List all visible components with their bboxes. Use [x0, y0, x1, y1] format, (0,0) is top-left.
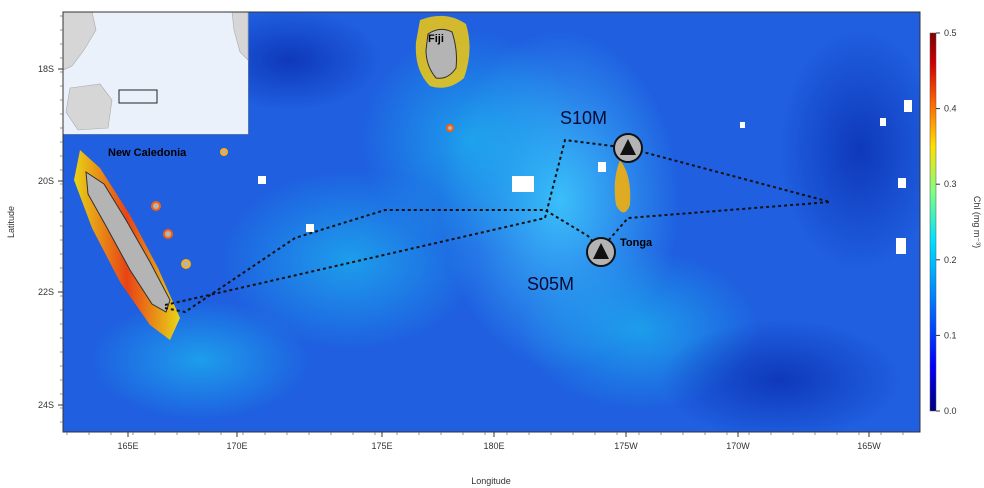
fiji-island	[425, 28, 457, 79]
inset-americas-land	[231, 12, 249, 61]
station-s05m-label: S05M	[527, 274, 574, 294]
no-data-patch	[880, 118, 886, 126]
y-axis: 18S 20S 22S 24S	[38, 15, 63, 423]
y-axis-label: Latitude	[6, 206, 16, 238]
y-tick-label: 24S	[38, 400, 54, 410]
map-frame	[62, 11, 921, 433]
cruise-track-outbound	[164, 209, 601, 314]
new-caledonia-island	[85, 171, 171, 313]
chl-patch	[220, 170, 480, 350]
colorbar-tick-label: 0.2	[944, 255, 957, 265]
inset-locator-map	[63, 12, 249, 135]
x-tick-label: 175E	[371, 441, 392, 451]
x-tick-label: 170E	[226, 441, 247, 451]
y-tick-label: 18S	[38, 64, 54, 74]
x-axis: 165E 170E 175E 180E 175W 170W 165W	[66, 432, 904, 451]
colorbar-tick-label: 0.0	[944, 406, 957, 416]
y-tick-label: 22S	[38, 287, 54, 297]
x-tick-label: 180E	[483, 441, 504, 451]
colorbar-label: Chl (mg m⁻³)	[972, 196, 982, 248]
colorbar-tick-label: 0.4	[944, 104, 957, 114]
station-s05m-marker[interactable]	[586, 237, 616, 267]
colorbar-tick-label: 0.3	[944, 179, 957, 189]
x-tick-label: 165E	[117, 441, 138, 451]
no-data-patch	[896, 238, 906, 254]
colorbar-tick-label: 0.5	[944, 28, 957, 38]
no-data-patch	[904, 100, 912, 112]
small-island	[446, 124, 454, 132]
small-island	[151, 201, 161, 211]
colorbar-ticks: 0.5 0.4 0.3 0.2 0.1 0.0	[936, 28, 957, 416]
station-s10m-label: S10M	[560, 108, 607, 128]
inset-study-area-box	[118, 89, 158, 104]
no-data-patch	[306, 224, 314, 232]
colorbar-tick-label: 0.1	[944, 330, 957, 340]
x-axis-label: Longitude	[471, 476, 511, 486]
fiji-label: Fiji	[428, 33, 444, 45]
no-data-patch	[512, 176, 534, 192]
colorbar: 0.5 0.4 0.3 0.2 0.1 0.0 Chl (mg m⁻³)	[929, 28, 982, 416]
no-data-patch	[898, 178, 906, 188]
small-island	[181, 259, 191, 269]
x-tick-label: 175W	[614, 441, 638, 451]
tonga-label: Tonga	[620, 237, 653, 249]
inset-australia-land	[65, 83, 113, 131]
chl-patch	[90, 300, 310, 420]
colorbar-ramp	[929, 32, 937, 412]
inset-asia-land	[63, 12, 97, 71]
chl-patch	[780, 30, 920, 270]
station-s10m-marker[interactable]	[613, 133, 643, 163]
small-island	[220, 148, 228, 156]
no-data-patch	[258, 176, 266, 184]
tonga-bloom	[614, 160, 631, 213]
small-island	[163, 229, 173, 239]
map-panel: Fiji New Caledonia	[63, 12, 920, 432]
chl-patch	[660, 320, 900, 432]
y-tick-label: 20S	[38, 176, 54, 186]
x-tick-label: 165W	[857, 441, 881, 451]
new-caledonia-label: New Caledonia	[108, 147, 187, 159]
x-tick-label: 170W	[726, 441, 750, 451]
no-data-patch	[598, 162, 606, 172]
no-data-patch	[740, 122, 745, 128]
